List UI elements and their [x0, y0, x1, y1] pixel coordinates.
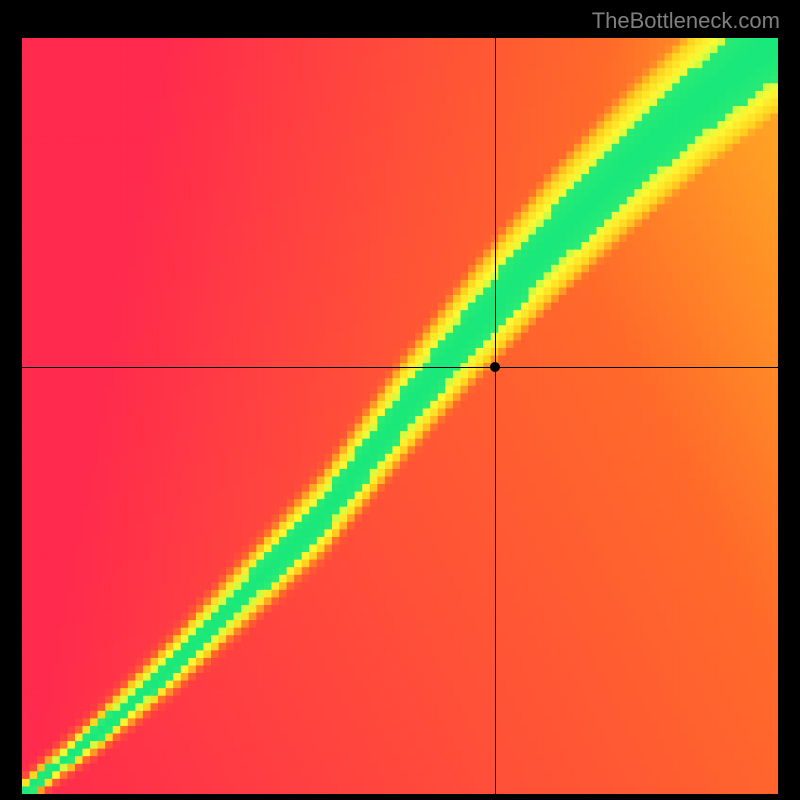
- heatmap-canvas: [22, 38, 778, 794]
- crosshair-horizontal: [22, 367, 778, 368]
- watermark-text: TheBottleneck.com: [592, 8, 780, 34]
- crosshair-marker: [490, 362, 500, 372]
- crosshair-vertical: [495, 38, 496, 794]
- heatmap-chart: [22, 38, 778, 794]
